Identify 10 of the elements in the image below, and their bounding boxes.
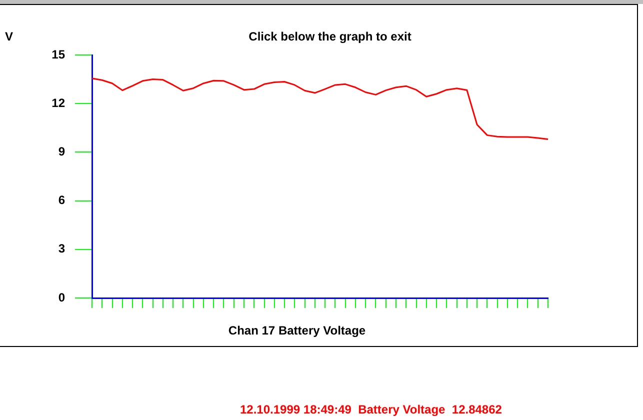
y-tick-label: 12 bbox=[52, 96, 66, 110]
chart-title: Click below the graph to exit bbox=[248, 29, 412, 44]
text: 12.10.1999 18:49:49 Battery Voltage 12.84862 bbox=[240, 402, 502, 416]
y-tick-label: 3 bbox=[58, 242, 66, 256]
y-tick-label: 0 bbox=[58, 290, 66, 304]
y-tick-label: 6 bbox=[58, 193, 66, 208]
y-axis-title: V bbox=[5, 29, 14, 44]
y-tick-label: 9 bbox=[58, 144, 66, 159]
y-tick-label: 15 bbox=[52, 47, 66, 62]
x-axis-title: Chan 17 Battery Voltage bbox=[228, 323, 366, 338]
